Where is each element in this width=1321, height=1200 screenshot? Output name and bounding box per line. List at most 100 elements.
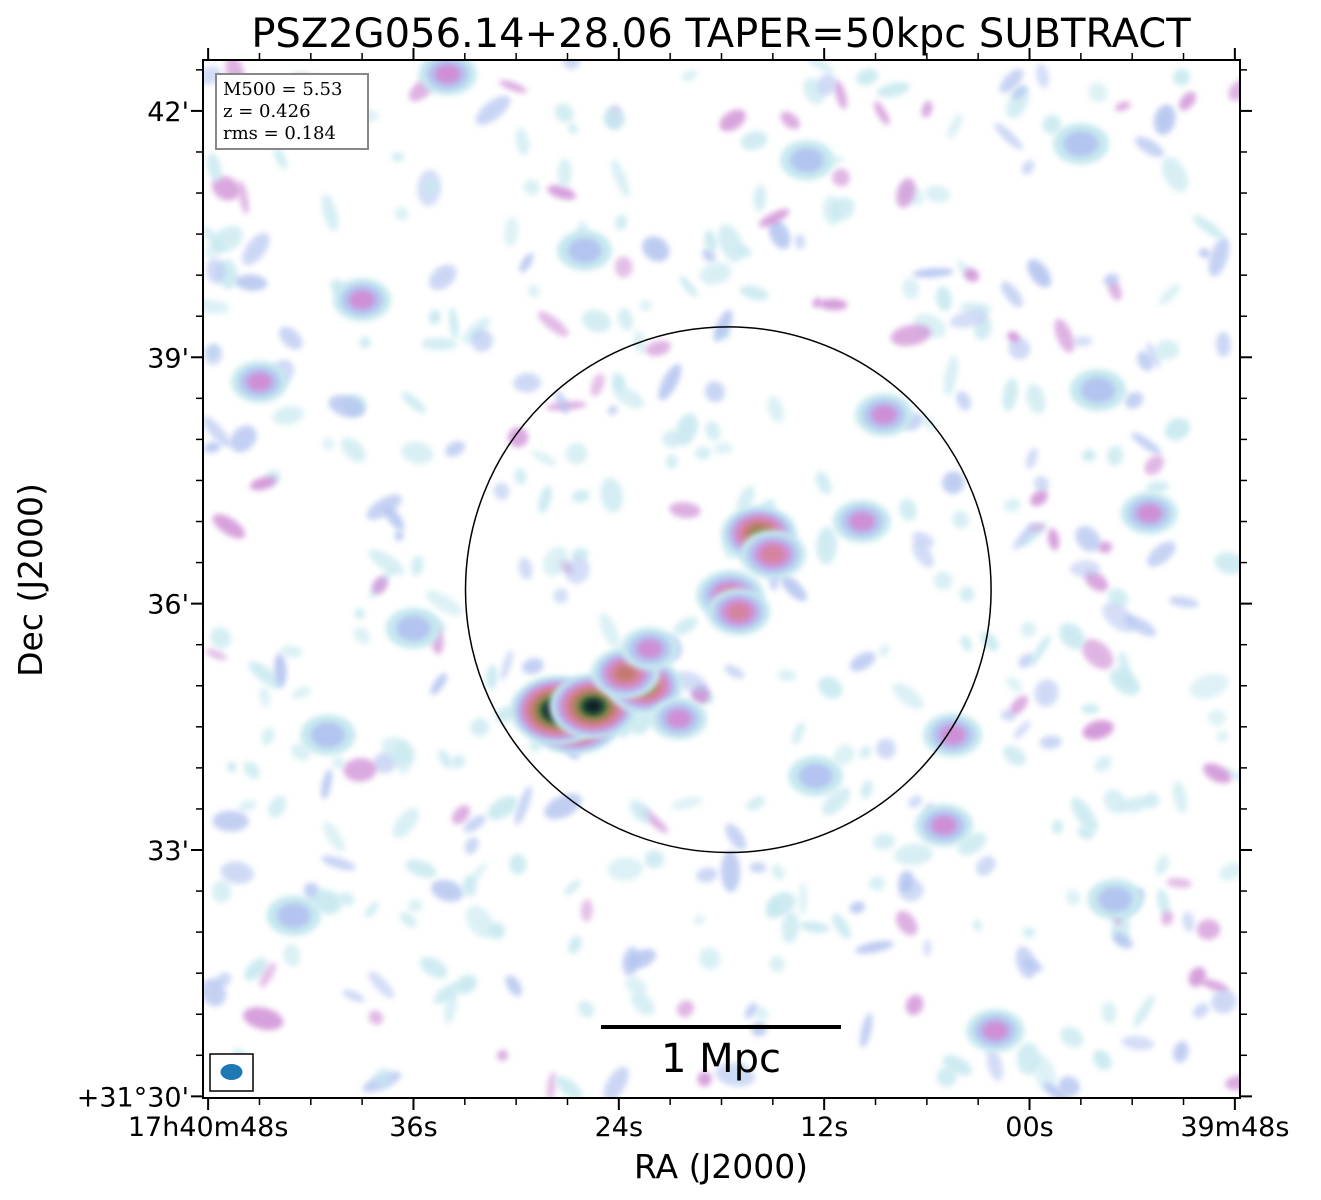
info-line-m500: M500 = 5.53 [223,79,342,100]
source-contour [982,1021,1009,1041]
noise-blob [1201,979,1229,993]
info-box-frame [215,73,369,150]
noise-blob [283,943,301,968]
noise-blob [554,103,574,123]
noise-blob [849,651,876,672]
noise-blob [1033,475,1050,493]
noise-blob [855,68,879,86]
noise-blob [713,442,733,455]
noise-blob [368,549,405,575]
noise-blob [538,485,552,514]
noise-blob [754,1006,769,1021]
noise-blob [815,471,832,495]
noise-blob [758,208,790,228]
noise-blob [817,73,837,96]
noise-blob [423,178,438,195]
noise-blob [921,100,933,118]
noise-blob [554,390,570,414]
noise-blob [860,780,873,800]
noise-blob [565,442,588,465]
noise-blob [343,758,377,782]
noise-blob [487,795,518,820]
info-line-rms: rms = 0.184 [223,123,336,144]
noise-blob [229,425,257,453]
noise-blob [768,219,791,250]
noise-blob [321,193,339,232]
noise-blob [1020,621,1037,638]
noise-blob [463,875,477,897]
noise-blob [1144,455,1164,476]
noise-blob [936,1067,957,1088]
noise-blob [1013,522,1037,550]
tick-layer: 17h40m48s 36s 24s 12s 00s 39m48s 42' 39' 36' 33' +… [77,48,1289,1143]
noise-blob [353,626,371,645]
noise-blob [1081,449,1096,462]
noise-blob [612,376,625,392]
noise-blob [607,405,618,415]
noise-blob [1168,596,1199,608]
noise-blob [531,450,557,466]
noise-blob [1216,730,1229,742]
noise-blob [834,80,848,110]
noise-blob [1030,634,1051,666]
noise-blob [872,833,896,850]
noise-blob [1192,215,1225,240]
noise-blob [798,882,808,916]
noise-blob [1006,676,1023,693]
noise-blob [1196,919,1221,940]
noise-blob [562,60,581,70]
noise-blob [899,498,917,521]
noise-blob [522,658,544,675]
noise-blob [898,870,915,893]
noise-blob [1161,910,1174,926]
y-tick-label: 42' [147,97,189,128]
source-contour [349,290,375,310]
x-tick-label: 36s [389,1112,437,1143]
noise-blob [1054,318,1075,353]
noise-blob [1103,788,1127,814]
noise-blob [1082,720,1114,740]
noise-blob [1223,768,1240,784]
noise-blob [980,631,999,651]
noise-blob [855,940,894,954]
noise-blob [933,571,953,591]
noise-blob [956,390,971,411]
noise-blob [725,823,747,850]
noise-blob [698,947,721,970]
noise-blob [792,721,806,745]
noise-blob [242,232,270,266]
noise-blob [674,671,707,693]
noise-blob [912,540,934,568]
noise-blob [1219,862,1240,881]
noise-blob [557,158,572,188]
noise-blob [211,176,241,201]
noise-blob [499,80,527,93]
noise-blob [419,956,448,979]
noise-blob [1189,673,1229,700]
noise-blob [212,514,246,539]
noise-blob [694,446,711,460]
noise-blob [430,673,448,695]
noise-blob [890,324,932,346]
noise-blob [629,711,653,735]
noise-blob [794,234,806,250]
noise-blob [1060,1026,1084,1048]
x-tick-label: 12s [800,1112,848,1143]
noise-blob [724,664,745,679]
source-contour [434,64,461,84]
noise-blob [1207,709,1227,726]
noise-blob [1009,695,1029,716]
source-contour [848,512,875,531]
y-tick-label: 33' [147,836,189,867]
noise-blob [368,971,395,999]
noise-blob [451,754,466,769]
noise-blob [471,329,493,352]
noise-blob [1022,926,1036,939]
noise-blob [665,454,678,470]
noise-blob [261,727,275,746]
noise-blob [1069,560,1101,577]
noise-blob [493,482,510,500]
noise-blob [1022,958,1043,973]
